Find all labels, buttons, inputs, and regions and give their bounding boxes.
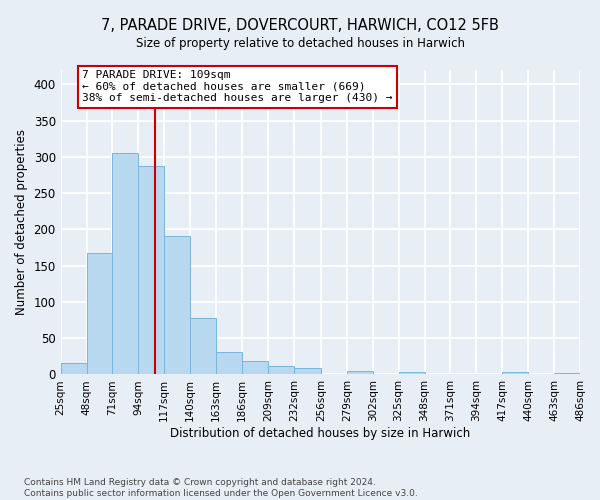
Bar — [502, 372, 528, 374]
X-axis label: Distribution of detached houses by size in Harwich: Distribution of detached houses by size … — [170, 427, 470, 440]
Bar — [294, 368, 321, 374]
Bar — [139, 166, 164, 374]
Text: 7, PARADE DRIVE, DOVERCOURT, HARWICH, CO12 5FB: 7, PARADE DRIVE, DOVERCOURT, HARWICH, CO… — [101, 18, 499, 32]
Bar — [347, 371, 373, 374]
Bar — [242, 360, 268, 374]
Text: 7 PARADE DRIVE: 109sqm
← 60% of detached houses are smaller (669)
38% of semi-de: 7 PARADE DRIVE: 109sqm ← 60% of detached… — [82, 70, 392, 103]
Bar — [164, 236, 190, 374]
Bar — [190, 318, 216, 374]
Bar — [398, 372, 425, 374]
Bar — [268, 366, 294, 374]
Bar — [554, 373, 580, 374]
Text: Contains HM Land Registry data © Crown copyright and database right 2024.
Contai: Contains HM Land Registry data © Crown c… — [24, 478, 418, 498]
Bar — [112, 154, 139, 374]
Text: Size of property relative to detached houses in Harwich: Size of property relative to detached ho… — [136, 38, 464, 51]
Y-axis label: Number of detached properties: Number of detached properties — [15, 129, 28, 315]
Bar — [216, 352, 242, 374]
Bar — [61, 363, 86, 374]
Bar — [86, 252, 112, 374]
